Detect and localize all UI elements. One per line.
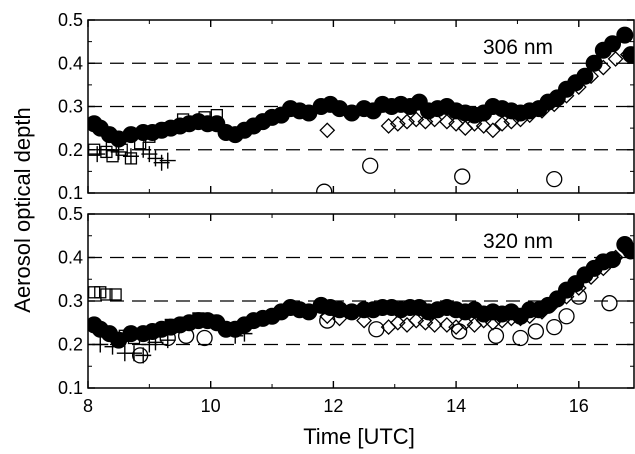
y-tick-label: 0.3 [58, 291, 83, 311]
y-tick-label: 0.1 [58, 183, 83, 203]
panel-label: 320 nm [483, 230, 553, 253]
data-point-open-diamond [486, 123, 500, 137]
x-tick-label: 8 [83, 396, 93, 416]
panel-label: 306 nm [483, 36, 553, 59]
data-point-open-circle [547, 320, 562, 335]
data-point-open-diamond [458, 121, 472, 135]
y-tick-label: 0.5 [58, 204, 83, 224]
data-point-open-circle [528, 324, 543, 339]
data-point-open-circle [488, 328, 503, 343]
x-axis-title: Time [UTC] [303, 424, 415, 449]
y-tick-label: 0.4 [58, 53, 83, 73]
data-point-open-circle [317, 184, 332, 199]
data-point-filled-circle [617, 27, 633, 43]
x-tick-label: 14 [446, 396, 466, 416]
data-point-plus [111, 144, 127, 160]
panel-1: 0.1 0.2 0.3 0.4 0.5 306 nm [58, 10, 635, 203]
y-tick-label: 0.1 [58, 378, 83, 398]
y-tick-label: 0.2 [58, 335, 83, 355]
x-tick-label: 10 [201, 396, 221, 416]
data-point-open-circle [602, 296, 617, 311]
x-tick-label: 12 [323, 396, 343, 416]
data-point-open-circle [547, 172, 562, 187]
panels: 0.1 0.2 0.3 0.4 0.5 306 nm 0.1 0.2 0.3 0.4 0.5 320 … [58, 10, 635, 416]
data-point-open-circle [369, 322, 384, 337]
y-tick-label: 0.2 [58, 140, 83, 160]
data-point-open-circle [559, 309, 574, 324]
x-tick-label: 16 [569, 396, 589, 416]
y-tick-label: 0.5 [58, 10, 83, 30]
data-point-open-diamond [320, 123, 334, 137]
data-point-open-circle [513, 330, 528, 345]
data-point-plus [89, 146, 105, 162]
y-tick-label: 0.4 [58, 248, 83, 268]
data-point-open-circle [455, 169, 470, 184]
panel-2: 0.1 0.2 0.3 0.4 0.5 320 nm [58, 204, 635, 398]
y-tick-label: 0.3 [58, 97, 83, 117]
data-point-open-circle [197, 330, 212, 345]
y-axis-title: Aerosol optical depth [10, 107, 35, 312]
data-point-open-circle [363, 158, 378, 173]
